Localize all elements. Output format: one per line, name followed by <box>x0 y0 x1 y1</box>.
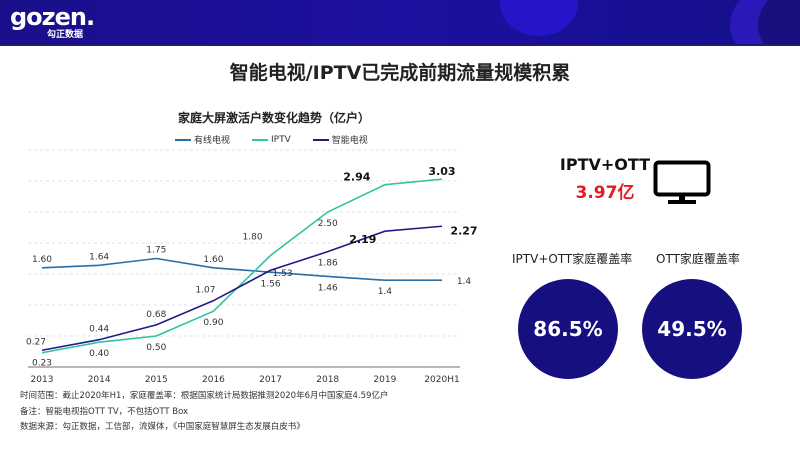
chart-title: 家庭大屏激活户数变化趋势（亿户） <box>178 111 371 125</box>
data-label: 2.19 <box>349 233 376 246</box>
series-line-0 <box>41 257 442 281</box>
x-tick-label: 2018 <box>316 375 339 385</box>
x-tick-label: 2019 <box>373 375 396 385</box>
footnote-remark: 备注：智能电视指OTT TV，不包括OTT Box <box>20 406 189 417</box>
data-label: 0.23 <box>32 359 52 369</box>
header-decoration <box>758 0 800 44</box>
header-banner: gozen. 勾正数据 <box>0 0 800 46</box>
data-label: 0.68 <box>146 310 166 320</box>
data-label: 0.27 <box>26 337 46 347</box>
total-stat-value: 3.97亿 <box>575 183 635 203</box>
data-label: 0.50 <box>146 343 166 353</box>
coverage-circle-iptv-ott: 86.5% <box>518 279 618 379</box>
chart-legend: 有线电视 IPTV 智能电视 <box>175 133 368 146</box>
data-label: 1.60 <box>32 255 52 265</box>
data-label: 1.07 <box>195 286 215 296</box>
series-line-1 <box>41 178 443 354</box>
page-title: 智能电视/IPTV已完成前期流量规模积累 <box>229 62 571 84</box>
data-label: 1.4 <box>457 277 472 287</box>
legend-item-iptv: IPTV <box>252 133 291 146</box>
x-tick-label: 2014 <box>88 375 111 385</box>
legend-swatch <box>252 138 269 141</box>
data-label: 2.94 <box>343 171 370 184</box>
data-label: 0.90 <box>203 318 223 328</box>
data-label: 2.50 <box>318 219 338 229</box>
data-label: 3.03 <box>428 165 455 178</box>
x-tick-label: 2017 <box>259 375 282 385</box>
x-tick-label: 2013 <box>31 375 54 385</box>
total-stat-label: IPTV+OTT <box>559 155 651 174</box>
coverage-value-iptv-ott: 86.5% <box>533 317 603 341</box>
data-label: 0.40 <box>89 349 109 359</box>
data-label: 1.46 <box>318 283 338 293</box>
coverage-value-ott: 49.5% <box>657 317 727 341</box>
data-label: 2.27 <box>450 224 477 237</box>
x-tick-label: 2020H1 <box>424 375 459 385</box>
data-label: 1.60 <box>203 255 223 265</box>
footnote-time-range: 时间范围：截止2020年H1，家庭覆盖率：根据国家统计局数据推测2020年6月中… <box>20 391 389 401</box>
logo-text: gozen. <box>10 3 95 31</box>
x-tick-label: 2016 <box>202 375 225 385</box>
data-label: 1.53 <box>273 269 293 279</box>
data-label: 1.86 <box>318 259 338 269</box>
line-chart: 2013 2014 2015 2016 2017 2018 2019 2020H1 1.60 1.… <box>26 149 478 385</box>
monitor-icon <box>653 160 711 204</box>
total-stat: IPTV+OTT 3.97亿 <box>550 155 660 203</box>
series-line-2 <box>41 225 443 352</box>
data-label: 1.56 <box>261 279 281 289</box>
legend-item-smart-tv: 智能电视 <box>312 133 368 146</box>
data-label: 1.75 <box>146 246 166 256</box>
footnote-source: 数据来源：勾正数据，工信部，流媒体，《中国家庭智慧屏生态发展白皮书》 <box>20 422 305 432</box>
data-label: 1.80 <box>243 232 263 242</box>
legend-item-cable: 有线电视 <box>175 133 230 146</box>
logo-subtext: 勾正数据 <box>47 30 84 40</box>
coverage-label-ott: OTT家庭覆盖率 <box>656 252 740 266</box>
coverage-label-iptv-ott: IPTV+OTT家庭覆盖率 <box>512 252 633 266</box>
data-label: 0.44 <box>89 325 109 335</box>
data-label: 1.64 <box>89 252 109 262</box>
legend-swatch <box>175 138 191 141</box>
footnotes: 时间范围：截止2020年H1，家庭覆盖率：根据国家统计局数据推测2020年6月中… <box>20 389 388 436</box>
data-label: 1.4 <box>378 287 393 297</box>
legend-label: IPTV <box>271 134 291 145</box>
coverage-circle-ott: 49.5% <box>642 279 742 379</box>
legend-swatch <box>312 138 329 141</box>
legend-label: 有线电视 <box>194 136 231 146</box>
legend-label: 智能电视 <box>331 136 368 146</box>
header-decoration <box>500 0 578 36</box>
x-tick-label: 2015 <box>145 375 168 385</box>
logo: gozen. <box>10 3 95 31</box>
